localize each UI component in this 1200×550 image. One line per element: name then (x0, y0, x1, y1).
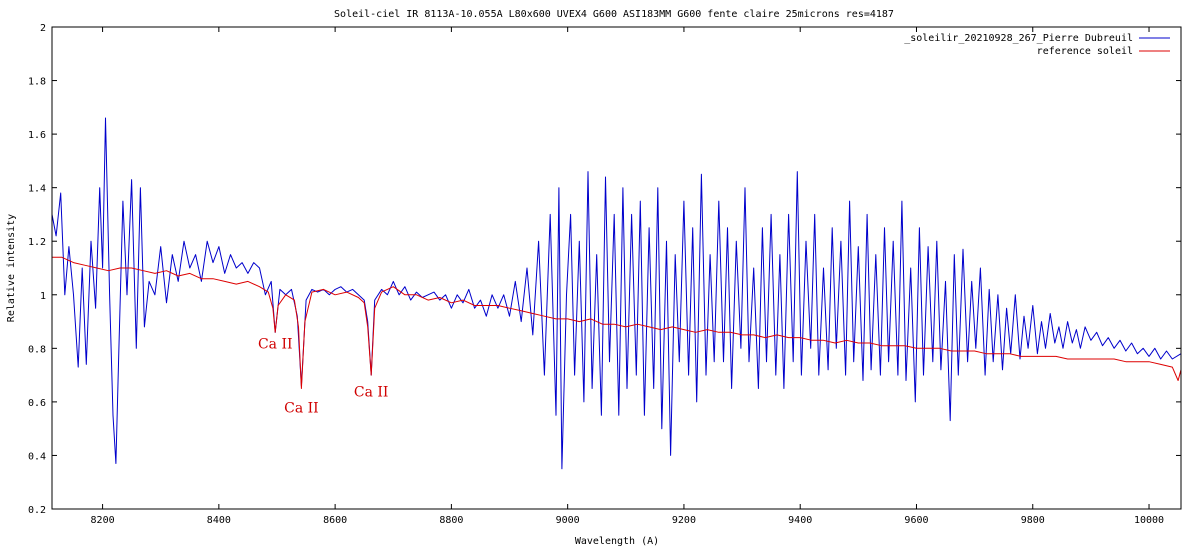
plot-frame (51, 26, 1182, 510)
y-tick-label: 2 (40, 23, 46, 34)
x-tick-label: 10000 (1134, 515, 1164, 526)
series-line-0 (51, 117, 1182, 470)
y-tick-label: 0.4 (28, 451, 46, 462)
annotation-ca-ii: Ca II (354, 385, 389, 401)
y-tick-label: 1.2 (28, 237, 46, 248)
chart-title: Soleil-ciel IR 8113A-10.055A L80x600 UVE… (334, 9, 894, 20)
x-tick-label: 9800 (1021, 515, 1045, 526)
x-axis-label: Wavelength (A) (575, 536, 659, 547)
annotation-ca-ii: Ca II (258, 336, 293, 352)
legend-label: reference soleil (1037, 46, 1133, 57)
x-tick-label: 8800 (439, 515, 463, 526)
legend-label: _soleilir_20210928_267_Pierre Dubreuil (904, 33, 1133, 44)
x-ticks: 8200 8400 8600 8800 9000 9200 9400 9600 9800 1000… (91, 27, 1164, 526)
y-tick-label: 0.2 (28, 505, 46, 516)
y-tick-label: 1 (40, 291, 46, 302)
annotations: Ca II Ca II Ca II (258, 336, 389, 416)
y-ticks: 0.2 0.4 0.6 0.8 1 1.2 1.4 1.6 1.8 2 (28, 23, 1181, 516)
y-tick-label: 1.6 (28, 130, 46, 141)
x-tick-label: 9400 (788, 515, 812, 526)
y-tick-label: 0.8 (28, 344, 46, 355)
x-tick-label: 9200 (672, 515, 696, 526)
y-tick-label: 1.4 (28, 184, 46, 195)
series-line-1 (52, 256, 1182, 389)
x-tick-label: 8400 (207, 515, 231, 526)
y-tick-label: 0.6 (28, 398, 46, 409)
x-tick-label: 8600 (323, 515, 347, 526)
y-tick-label: 1.8 (28, 77, 46, 88)
x-tick-label: 9000 (556, 515, 580, 526)
legend: _soleilir_20210928_267_Pierre Dubreuil re… (904, 33, 1170, 57)
y-axis-label: Relative intensity (6, 214, 17, 322)
plot-series (51, 117, 1182, 470)
x-tick-label: 8200 (91, 515, 115, 526)
x-tick-label: 9600 (904, 515, 928, 526)
annotation-ca-ii: Ca II (284, 401, 319, 417)
